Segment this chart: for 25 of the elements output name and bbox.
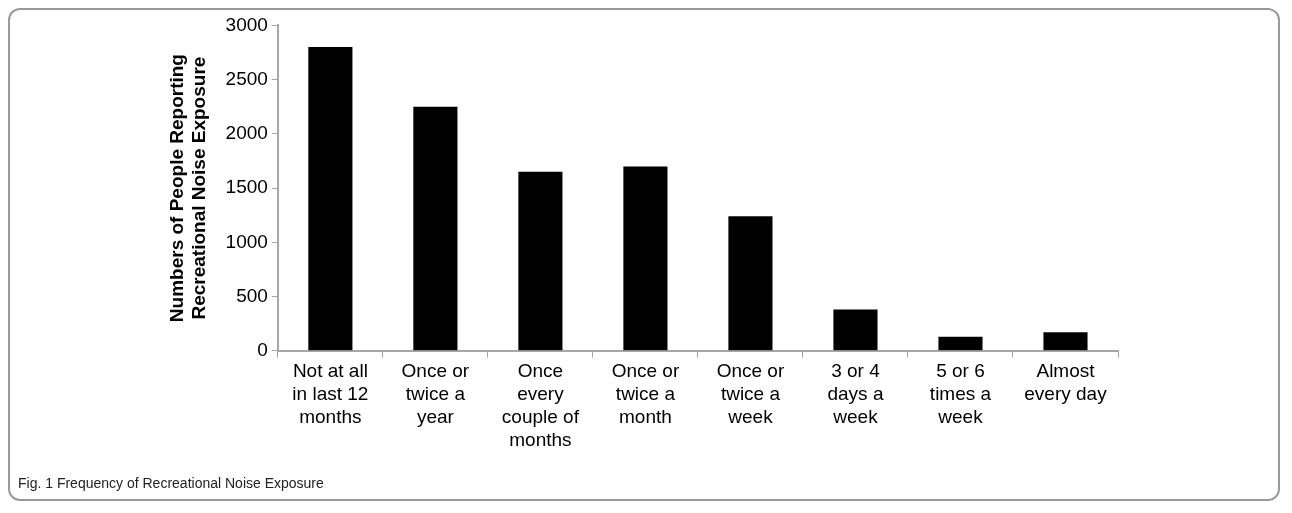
- bar: [413, 106, 458, 351]
- y-tick-label: 500: [236, 284, 268, 306]
- x-tick-label: Once or twice a year: [401, 360, 470, 428]
- x-tick-label: Once or twice a month: [611, 360, 680, 428]
- bar: [518, 171, 563, 351]
- y-tick-label: 0: [257, 339, 268, 361]
- bar: [938, 336, 983, 351]
- y-tick-label: 2000: [225, 122, 268, 144]
- x-tick-label: Not at all in last 12 months: [292, 360, 369, 428]
- y-tick-label: 1000: [225, 230, 268, 252]
- bar: [1043, 332, 1088, 351]
- bar: [728, 216, 773, 351]
- x-tick-label: 5 or 6 times a week: [929, 360, 992, 428]
- x-tick-label: Once every couple of months: [501, 360, 580, 450]
- y-axis-title: Numbers of People Reporting Recreational Noise Exposure: [165, 54, 210, 323]
- x-tick-label: Once or twice a week: [716, 360, 785, 428]
- y-tick-label: 3000: [225, 13, 268, 35]
- y-tick-label: 1500: [225, 176, 268, 198]
- caption: Fig. 1 Frequency of Recreational Noise Exposure: [18, 475, 324, 491]
- y-tick-label: 2500: [225, 67, 268, 89]
- bar: [623, 166, 668, 351]
- bar: [833, 309, 878, 351]
- x-tick-label: Almost every day: [1024, 360, 1108, 405]
- bar: [308, 47, 353, 351]
- x-tick-label: 3 or 4 days a week: [827, 360, 884, 428]
